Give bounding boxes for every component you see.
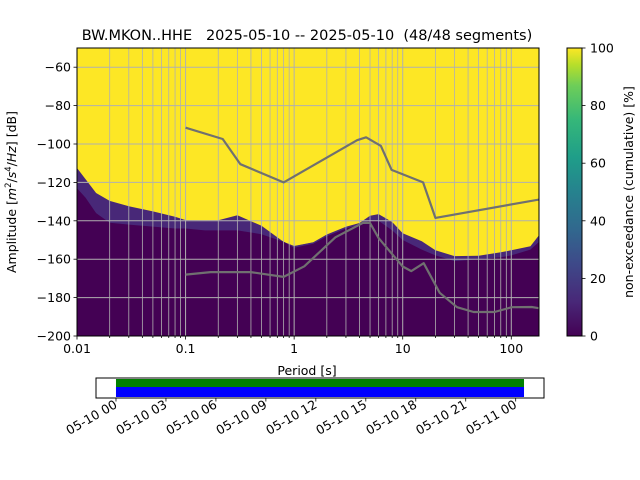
y-tick-label: −180 [37, 290, 71, 305]
curve-nhnm [185, 126, 539, 219]
x-axis-ticks: 0.01 0.1 1 10 100 [63, 336, 523, 356]
colorbar-tick-label: 0 [590, 329, 598, 344]
colorbar-label: non-exceedance (cumulative) [%] [621, 86, 636, 298]
x-tick-label: 100 [499, 341, 523, 356]
timeline-tick-label: 05-10 18 [363, 397, 419, 438]
timeline-tick-label: 05-10 00 [63, 397, 119, 438]
y-tick-label: −60 [45, 60, 71, 75]
grid-lines [77, 48, 539, 336]
y-tick-label: −200 [37, 329, 71, 344]
colorbar-tick-label: 40 [590, 213, 606, 228]
y-tick-label: −120 [37, 175, 71, 190]
y-label-prefix: Amplitude [ [4, 200, 19, 273]
curve-nlnm [185, 221, 539, 314]
y-axis-ticks: −60 −80 −100 −120 −140 −160 −180 −200 [37, 60, 77, 344]
y-tick-label: −160 [37, 252, 71, 267]
timeline-coverage-bar [115, 379, 525, 387]
timeline-data-bar [115, 387, 525, 397]
y-tick-label: −80 [45, 98, 71, 113]
y-label-suffix: ] [dB] [4, 111, 19, 146]
timeline-frame [95, 377, 545, 399]
timeline-tick-label: 05-10 12 [263, 397, 319, 438]
colorbar [566, 47, 583, 337]
x-tick-label: 1 [290, 341, 298, 356]
x-axis-label: Period [s] [277, 363, 336, 378]
colorbar-tick-label: 100 [590, 41, 614, 56]
timeline-tick-label: 05-10 06 [163, 397, 219, 438]
plot-frame [76, 47, 540, 337]
timeline-tick-label: 05-11 00 [463, 397, 519, 438]
colorbar-tick-label: 60 [590, 156, 606, 171]
plot-area [77, 48, 539, 336]
chart-title: BW.MKON..HHE 2025-05-10 -- 2025-05-10 (4… [82, 28, 533, 44]
y-label-exp-2: 2 [4, 182, 14, 187]
colorbar-ticks: 0 20 40 60 80 100 [582, 41, 614, 344]
y-label-unit-m: m [4, 188, 19, 200]
y-tick-label: −100 [37, 137, 71, 152]
timeline-tick-label: 05-10 15 [313, 397, 369, 438]
noise-model-curves [185, 126, 539, 314]
timeline-tick-label: 05-10 09 [213, 397, 269, 438]
y-label-exp-4: 4 [4, 166, 14, 171]
y-label-unit-hz: Hz [4, 146, 19, 162]
colorbar-tick-label: 20 [590, 271, 606, 286]
timeline-tick-label: 05-10 03 [113, 397, 169, 438]
y-label-slash-1: / [4, 177, 19, 182]
y-label-slash-2: / [4, 161, 19, 166]
y-tick-label: −140 [37, 213, 71, 228]
x-tick-label: 10 [395, 341, 411, 356]
y-label-unit-s: s [4, 171, 19, 178]
x-tick-label: 0.1 [176, 341, 196, 356]
timeline-tick-label: 05-10 21 [413, 397, 469, 438]
x-tick-label: 0.01 [63, 341, 91, 356]
colorbar-tick-label: 80 [590, 98, 606, 113]
y-axis-label: Amplitude [m2/s4/Hz] [dB] [4, 111, 19, 273]
timeline-bars [115, 379, 525, 397]
